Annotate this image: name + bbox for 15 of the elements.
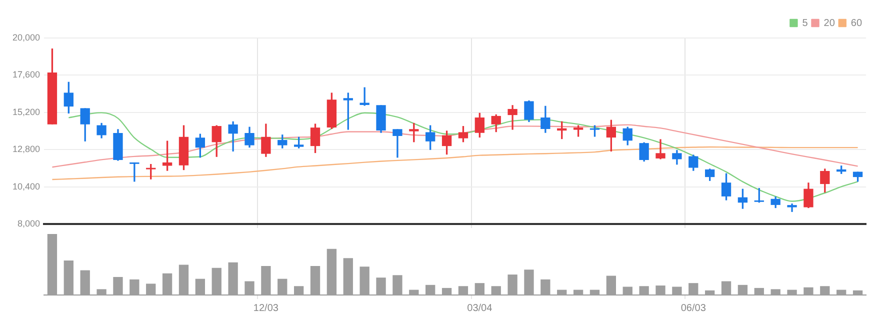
- y-tick-label: 8,000: [17, 218, 40, 228]
- legend-label: 5: [802, 18, 808, 29]
- y-tick-label: 15,200: [12, 106, 40, 117]
- candlestick: [392, 129, 402, 158]
- legend-label: 60: [850, 18, 862, 29]
- y-tick-label: 12,800: [12, 144, 40, 154]
- candlestick: [508, 105, 518, 130]
- y-tick-label: 17,600: [12, 70, 40, 80]
- y-tick-label: 10,400: [12, 181, 40, 192]
- y-tick-label: 20,000: [12, 32, 40, 42]
- x-tick-label: 03/04: [467, 302, 493, 314]
- candlestick: [130, 162, 140, 182]
- x-tick-label: 12/03: [253, 302, 279, 314]
- legend-label: 20: [824, 18, 836, 29]
- x-tick-label: 06/03: [680, 302, 706, 314]
